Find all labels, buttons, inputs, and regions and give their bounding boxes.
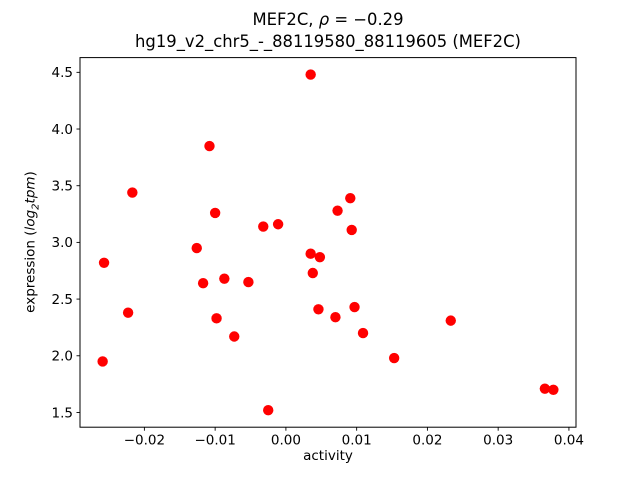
scatter-point <box>122 307 134 318</box>
chart-title-rho-value: = −0.29 <box>329 10 404 29</box>
scatter-point <box>548 384 559 395</box>
scatter-point <box>314 251 326 263</box>
scatter-point <box>263 404 274 416</box>
y-tick-label: 2.5 <box>52 292 73 308</box>
x-tick-label: 0.03 <box>483 433 513 449</box>
x-axis-label: activity <box>303 448 353 464</box>
y-axis-label-prefix: expression ( <box>22 230 39 313</box>
x-tick-label: 0.02 <box>412 433 442 449</box>
scatter-point <box>357 327 369 339</box>
scatter-point <box>211 313 222 324</box>
scatter-point <box>539 383 551 394</box>
plot-frame <box>79 57 577 428</box>
scatter-point <box>307 267 318 279</box>
scatter-point <box>445 315 456 326</box>
y-axis-label-log: log <box>22 209 39 231</box>
scatter-point <box>204 140 215 152</box>
scatter-point <box>97 356 108 367</box>
scatter-point <box>272 219 284 230</box>
y-tick-label: 4.0 <box>52 122 73 138</box>
x-tick-label: −0.02 <box>124 433 165 449</box>
y-axis-label-subscript: 2 <box>30 203 42 210</box>
scatter-point <box>388 352 400 364</box>
chart-title-gene: MEF2C, <box>252 10 319 29</box>
scatter-point <box>209 207 221 219</box>
x-tick-label: 0.01 <box>342 433 372 449</box>
chart-title-line1: MEF2C, ρ = −0.29 <box>80 9 576 31</box>
scatter-point <box>219 273 230 284</box>
scatter-point <box>346 224 357 236</box>
y-tick-label: 1.5 <box>52 405 73 421</box>
y-tick-label: 2.0 <box>52 349 73 365</box>
y-tick-label: 3.0 <box>52 235 73 251</box>
scatter-point <box>313 304 324 315</box>
scatter-point <box>332 205 343 216</box>
scatter-point <box>345 192 356 204</box>
chart-subtitle: hg19_v2_chr5_-_88119580_88119605 (MEF2C) <box>135 31 521 51</box>
scatter-point <box>330 312 341 323</box>
rho-symbol: ρ <box>318 10 330 29</box>
scatter-point <box>243 276 254 288</box>
scatter-point <box>305 69 316 80</box>
scatter-point <box>98 257 110 269</box>
y-axis-label-suffix: ) <box>22 171 39 177</box>
y-axis-label-tpm: tpm <box>22 176 39 204</box>
scatter-point <box>197 278 209 289</box>
scatter-point <box>191 242 202 254</box>
scatter-point <box>305 248 316 259</box>
y-tick-label: 3.5 <box>52 179 73 195</box>
y-tick-label: 4.5 <box>52 65 73 81</box>
scatter-point <box>349 301 360 313</box>
scatter-point <box>127 187 138 198</box>
x-tick-label: 0.00 <box>271 433 301 449</box>
x-tick-label: −0.01 <box>194 433 235 449</box>
scatter-point <box>258 221 269 232</box>
y-axis-label: expression (log2tpm) <box>23 171 42 313</box>
scatter-point <box>229 331 240 342</box>
x-tick-label: 0.04 <box>554 433 584 449</box>
chart-title: MEF2C, ρ = −0.29 hg19_v2_chr5_-_88119580… <box>80 9 576 53</box>
